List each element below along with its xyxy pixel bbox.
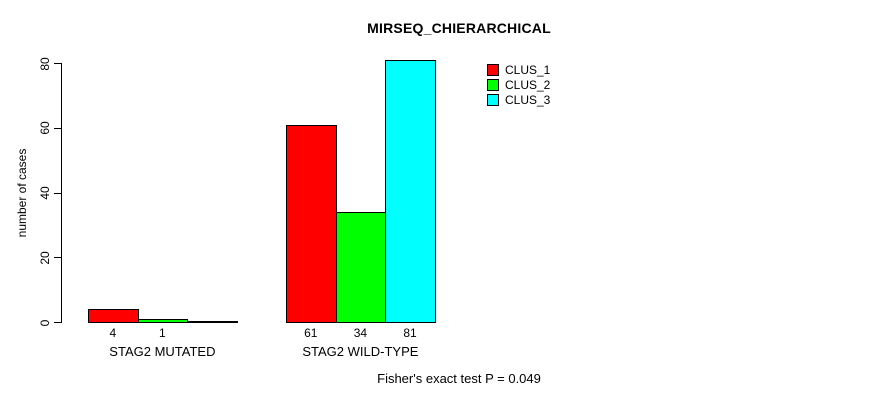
legend: CLUS_1 CLUS_2 CLUS_3 [487,62,550,107]
y-axis-tick-label: 0 [38,319,52,326]
y-axis-line [61,63,62,323]
bar-value-label: 61 [304,326,318,340]
y-axis-tick [54,322,61,323]
legend-swatch-clus_3 [487,93,499,106]
y-axis-tick-label: 40 [38,186,52,200]
legend-row: CLUS_2 [487,77,550,92]
bar-clus_3 [385,60,436,323]
legend-label: CLUS_2 [505,77,551,92]
bar-value-label: 4 [109,326,117,340]
bar-clus_1 [286,125,337,323]
bar-value-label: 34 [353,326,368,340]
legend-row: CLUS_1 [487,62,550,77]
chart-title: MIRSEQ_CHIERARCHICAL [367,20,551,36]
legend-swatch-clus_2 [487,78,499,91]
bar-clus_3-zero [187,321,238,323]
y-axis-tick-label: 80 [38,56,52,71]
y-axis-label: number of cases [15,148,29,238]
bar-clus_2 [137,319,189,323]
bar-value-label: 81 [403,326,417,340]
footer-annotation: Fisher's exact test P = 0.049 [377,371,541,386]
legend-row: CLUS_3 [487,92,550,107]
y-axis-tick [54,63,61,64]
legend-swatch-clus_1 [487,63,499,76]
y-axis-tick [54,127,61,129]
y-axis-tick [54,257,61,259]
bar-value-label: 1 [159,326,166,340]
x-axis-category-label: STAG2 MUTATED [109,344,216,359]
y-axis-tick-label: 60 [38,121,52,135]
y-axis-tick [54,192,61,194]
legend-label: CLUS_1 [505,62,551,77]
legend-label: CLUS_3 [505,92,551,107]
y-axis-tick-label: 20 [38,251,52,265]
x-axis-category-label: STAG2 WILD-TYPE [302,344,419,359]
bar-clus_1 [88,309,139,323]
bar-clus_2 [335,212,387,323]
